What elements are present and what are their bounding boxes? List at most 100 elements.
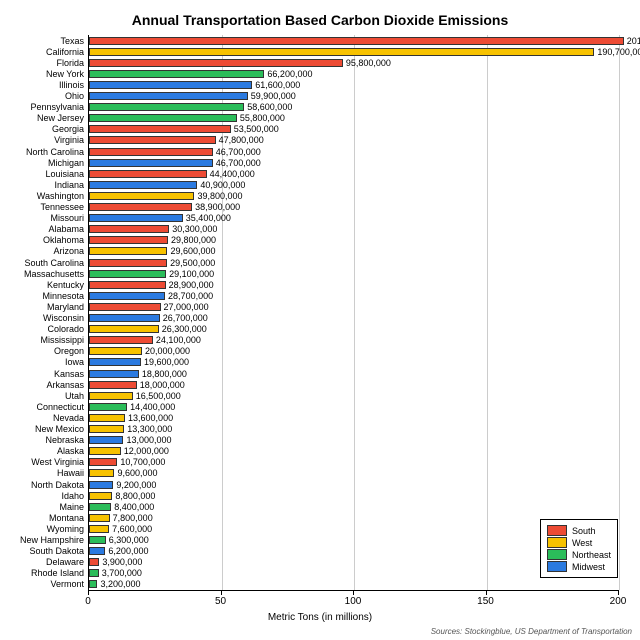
bar-row: 58,600,000 — [89, 103, 292, 111]
bar — [89, 314, 160, 322]
legend-item: Northeast — [547, 549, 611, 560]
legend-swatch — [547, 549, 567, 560]
bar-value-label: 30,300,000 — [172, 224, 217, 234]
legend-swatch — [547, 561, 567, 572]
gridline — [619, 35, 620, 590]
bar-row: 19,600,000 — [89, 358, 189, 366]
bar — [89, 81, 252, 89]
bar-value-label: 8,800,000 — [115, 491, 155, 501]
y-axis-label: Connecticut — [36, 403, 84, 411]
bar-value-label: 20,000,000 — [145, 346, 190, 356]
bar — [89, 336, 153, 344]
bar-value-label: 66,200,000 — [267, 69, 312, 79]
bar — [89, 225, 169, 233]
y-axis-label: Texas — [60, 37, 84, 45]
x-tick-label: 150 — [477, 596, 494, 607]
bar — [89, 281, 166, 289]
bar — [89, 114, 237, 122]
y-axis-label: Alabama — [48, 225, 84, 233]
legend-label: Midwest — [572, 562, 605, 572]
bar — [89, 403, 127, 411]
y-axis-label: Alaska — [57, 447, 84, 455]
bar-row: 201,800,000 — [89, 37, 640, 45]
bar-row: 18,000,000 — [89, 381, 185, 389]
bar — [89, 503, 111, 511]
x-tick — [353, 590, 354, 595]
bar-row: 190,700,000 — [89, 48, 640, 56]
y-axis-label: Maine — [59, 503, 84, 511]
x-axis-label: Metric Tons (in millions) — [0, 612, 640, 623]
bar — [89, 436, 123, 444]
bar-value-label: 39,800,000 — [197, 191, 242, 201]
y-axis-label: Nebraska — [45, 436, 84, 444]
legend-item: Midwest — [547, 561, 611, 572]
bar-row: 26,700,000 — [89, 314, 208, 322]
bar-value-label: 53,500,000 — [234, 124, 279, 134]
bar — [89, 525, 109, 533]
bar-value-label: 27,000,000 — [164, 302, 209, 312]
bar-value-label: 19,600,000 — [144, 357, 189, 367]
y-axis-label: New Jersey — [37, 114, 84, 122]
y-axis-label: Hawaii — [57, 469, 84, 477]
bar-row: 13,000,000 — [89, 436, 171, 444]
y-axis-label: Utah — [65, 392, 84, 400]
bar-row: 9,200,000 — [89, 481, 156, 489]
bar-row: 29,600,000 — [89, 247, 215, 255]
plot-area: 201,800,000190,700,00095,800,00066,200,0… — [88, 35, 619, 591]
y-axis-label: Montana — [49, 514, 84, 522]
y-axis-label: Nevada — [53, 414, 84, 422]
bar — [89, 514, 110, 522]
bar — [89, 247, 167, 255]
bar-row: 29,500,000 — [89, 259, 215, 267]
bar — [89, 159, 213, 167]
bar-value-label: 3,700,000 — [102, 568, 142, 578]
y-axis-label: Florida — [56, 59, 84, 67]
bar — [89, 203, 192, 211]
gridline — [487, 35, 488, 590]
bar-value-label: 26,300,000 — [162, 324, 207, 334]
bar-row: 13,600,000 — [89, 414, 173, 422]
bar-row: 16,500,000 — [89, 392, 181, 400]
x-tick — [618, 590, 619, 595]
bar — [89, 236, 168, 244]
y-axis-label: New Mexico — [35, 425, 84, 433]
bar-value-label: 46,700,000 — [216, 158, 261, 168]
bar-value-label: 24,100,000 — [156, 335, 201, 345]
bar-row: 44,400,000 — [89, 170, 255, 178]
bar-row: 46,700,000 — [89, 148, 261, 156]
bar — [89, 425, 124, 433]
bar — [89, 447, 121, 455]
bar-row: 6,200,000 — [89, 547, 148, 555]
bar-row: 38,900,000 — [89, 203, 240, 211]
bar-row: 30,300,000 — [89, 225, 217, 233]
y-axis-label: Colorado — [47, 325, 84, 333]
bar — [89, 259, 167, 267]
y-axis-label: Maryland — [47, 303, 84, 311]
bar — [89, 347, 142, 355]
bar-value-label: 16,500,000 — [136, 391, 181, 401]
bar — [89, 70, 264, 78]
legend-label: South — [572, 526, 596, 536]
bar — [89, 547, 105, 555]
bar-row: 35,400,000 — [89, 214, 231, 222]
x-tick — [221, 590, 222, 595]
y-axis-label: New York — [46, 70, 84, 78]
bar-row: 20,000,000 — [89, 347, 190, 355]
bar — [89, 136, 216, 144]
bar-row: 26,300,000 — [89, 325, 207, 333]
bar-row: 95,800,000 — [89, 59, 391, 67]
y-axis-label: Michigan — [48, 159, 84, 167]
bar-row: 3,900,000 — [89, 558, 142, 566]
bar-value-label: 35,400,000 — [186, 213, 231, 223]
bar-value-label: 28,700,000 — [168, 291, 213, 301]
bar — [89, 48, 594, 56]
bar-row: 27,000,000 — [89, 303, 209, 311]
legend-swatch — [547, 537, 567, 548]
bar-row: 3,200,000 — [89, 580, 141, 588]
chart-container: Annual Transportation Based Carbon Dioxi… — [0, 0, 640, 640]
y-axis-label: Virginia — [54, 136, 84, 144]
bar — [89, 214, 183, 222]
y-axis-label: California — [46, 48, 84, 56]
x-tick-label: 0 — [85, 596, 91, 607]
y-axis-label: Georgia — [52, 125, 84, 133]
